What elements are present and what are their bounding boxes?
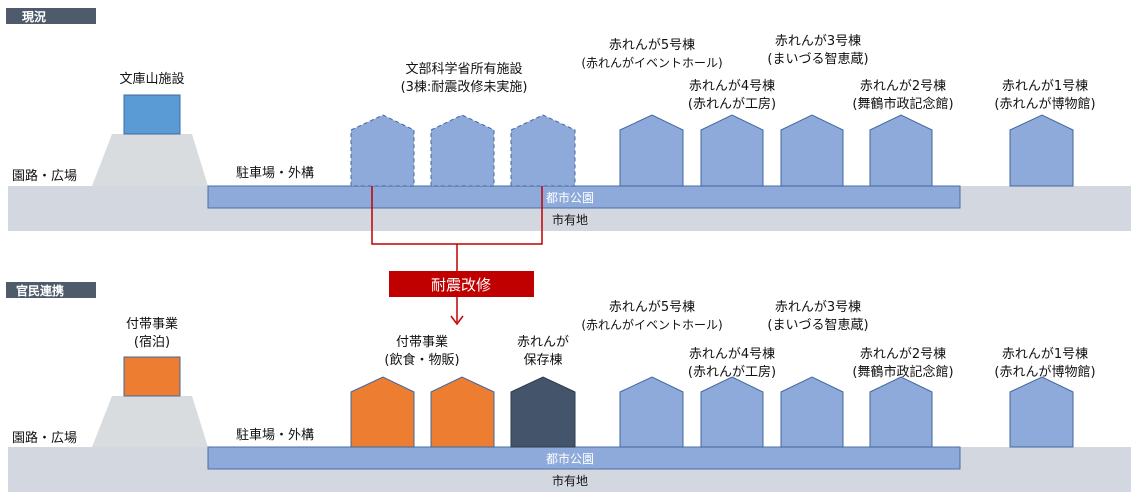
lodging-label-2: (宿泊) — [134, 334, 170, 350]
brick-building-2 — [870, 115, 932, 186]
b3b-label-1: 赤れんが3号棟 — [775, 300, 861, 315]
brick-building-2-b — [870, 377, 932, 447]
b1-label-1: 赤れんが1号棟 — [1002, 79, 1088, 94]
b2-label-1: 赤れんが2号棟 — [860, 79, 946, 94]
storage-building — [511, 377, 575, 447]
current-header-bg — [6, 8, 96, 24]
b3-label-2: (まいづる智恵蔵) — [767, 52, 868, 67]
b5-label-2: (赤れんがイベントホール) — [581, 55, 722, 70]
lodging-label-1: 付帯事業 — [126, 316, 178, 332]
b2b-label-1: 赤れんが2号棟 — [860, 347, 946, 362]
brick-building-3-b — [781, 377, 843, 447]
b4-label-1: 赤れんが4号棟 — [689, 79, 775, 94]
brick-building-1-b — [1010, 377, 1073, 447]
mext-building-3 — [511, 115, 575, 186]
mound — [92, 134, 208, 186]
b1b-label-1: 赤れんが1号棟 — [1002, 347, 1088, 362]
b2b-label-2: (舞鶴市政記念館) — [852, 364, 953, 380]
city-land-label-2: 市有地 — [552, 473, 588, 488]
city-park-label-2: 都市公園 — [546, 451, 594, 466]
brick-building-4-b — [701, 377, 763, 447]
b4b-label-2: (赤れんが工房) — [688, 364, 776, 380]
brick-building-1 — [1010, 115, 1073, 186]
ppp-header: 官民連携 — [16, 283, 64, 298]
food-retail-building-1 — [351, 377, 414, 447]
parking-label: 駐車場・外構 — [236, 166, 314, 181]
b5b-label-2: (赤れんがイベントホール) — [581, 317, 722, 332]
storage-label-2: 保存棟 — [523, 353, 562, 368]
food-label-2: (飲食・物販) — [384, 352, 459, 368]
brick-building-4 — [701, 115, 763, 186]
mext-building-2 — [431, 115, 494, 186]
retrofit-label: 耐震改修 — [431, 276, 491, 294]
mound-2 — [92, 396, 208, 447]
lodging-facility — [124, 357, 180, 396]
parking-label-2: 駐車場・外構 — [236, 428, 314, 443]
bunkoyama-facility-label: 文庫山施設 — [119, 71, 184, 87]
b4-label-2: (赤れんが工房) — [688, 96, 776, 112]
city-land-label: 市有地 — [552, 212, 588, 227]
storage-label-1: 赤れんが — [517, 335, 569, 350]
road-plaza-label: 園路・広場 — [12, 168, 77, 184]
mext-label-1: 文部科学省所有施設 — [405, 61, 522, 77]
mext-building-1 — [351, 115, 414, 186]
city-park-label: 都市公園 — [546, 190, 594, 205]
brick-building-5-b — [620, 377, 683, 447]
b2-label-2: (舞鶴市政記念館) — [852, 96, 953, 112]
food-retail-building-2 — [431, 377, 494, 447]
b5b-label-1: 赤れんが5号棟 — [609, 300, 695, 315]
current-section: 現況 文庫山施設 園路・広場 駐車場・外構 都市公園 市有地 文部科学省所有施設… — [6, 8, 1131, 231]
food-label-1: 付帯事業 — [396, 334, 448, 350]
b5-label-1: 赤れんが5号棟 — [609, 38, 695, 53]
b4b-label-1: 赤れんが4号棟 — [689, 347, 775, 362]
road-plaza-label-2: 園路・広場 — [12, 430, 77, 446]
mext-label-2: (3棟:耐震改修未実施) — [401, 79, 528, 95]
b1-label-2: (赤れんが博物館) — [994, 97, 1095, 112]
b1b-label-2: (赤れんが博物館) — [994, 365, 1095, 380]
bunkoyama-facility — [124, 95, 180, 134]
brick-building-3 — [781, 115, 843, 186]
b3-label-1: 赤れんが3号棟 — [775, 34, 861, 49]
brick-building-5 — [620, 115, 683, 186]
b3b-label-2: (まいづる智恵蔵) — [767, 318, 868, 333]
current-header: 現況 — [22, 9, 46, 24]
ppp-section: 官民連携 付帯事業 (宿泊) 園路・広場 駐車場・外構 都市公園 市有地 付帯事… — [6, 282, 1131, 492]
